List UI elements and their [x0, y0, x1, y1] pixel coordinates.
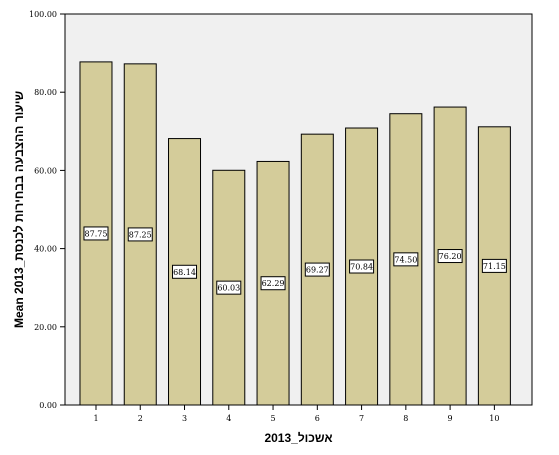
- x-tick-label: 3: [182, 414, 187, 423]
- data-label-box: [349, 259, 375, 274]
- x-tick-label: 9: [448, 414, 453, 423]
- data-label-box: [260, 276, 286, 291]
- x-tick-label: 8: [403, 414, 408, 423]
- data-label-box: [83, 226, 109, 241]
- x-tick-label: 6: [315, 414, 320, 423]
- data-label: 68.14: [173, 268, 196, 277]
- data-label: 69.27: [306, 266, 329, 275]
- x-tick-label: 7: [359, 414, 364, 423]
- x-axis-title: אשכול_2013: [264, 431, 332, 445]
- data-label-box: [481, 258, 507, 273]
- data-label: 62.29: [262, 279, 285, 288]
- bars: 87.75 87.25 68.14 60.03 62.29 69.27 70.84 74.50…: [79, 61, 511, 406]
- x-tick-label: 4: [226, 414, 231, 423]
- data-label-box: [304, 262, 330, 277]
- y-tick-label: 0.00: [39, 401, 57, 410]
- y-tick-label: 100.00: [29, 10, 57, 19]
- data-label: 74.50: [394, 255, 417, 264]
- y-axis-title: Mean 2013_שיעור ההצבעה בבחירות לכנסת: [12, 91, 26, 328]
- y-tick-label: 60.00: [34, 166, 57, 175]
- x-tick-label: 1: [93, 414, 98, 423]
- data-label-box: [393, 252, 419, 267]
- y-tick-label: 20.00: [34, 323, 57, 332]
- data-label-box: [437, 249, 463, 264]
- y-axis-ticks: 0.00 20.00 40.00 60.00 80.00 100.00: [29, 10, 65, 410]
- data-label-box: [216, 280, 242, 295]
- data-label: 70.84: [350, 263, 373, 272]
- data-label-box: [127, 227, 153, 242]
- data-label: 60.03: [217, 284, 240, 293]
- data-label: 71.15: [483, 262, 506, 271]
- data-label: 87.75: [85, 229, 108, 238]
- y-tick-label: 40.00: [34, 245, 57, 254]
- x-axis-ticks: 1 2 3 4 5 6 7 8 9 10: [93, 405, 499, 423]
- data-label-box: [172, 264, 198, 279]
- data-label: 76.20: [439, 252, 462, 261]
- x-tick-label: 5: [271, 414, 276, 423]
- x-tick-label: 2: [138, 414, 143, 423]
- data-label: 87.25: [129, 230, 152, 239]
- y-tick-label: 80.00: [34, 88, 57, 97]
- x-tick-label: 10: [489, 414, 499, 423]
